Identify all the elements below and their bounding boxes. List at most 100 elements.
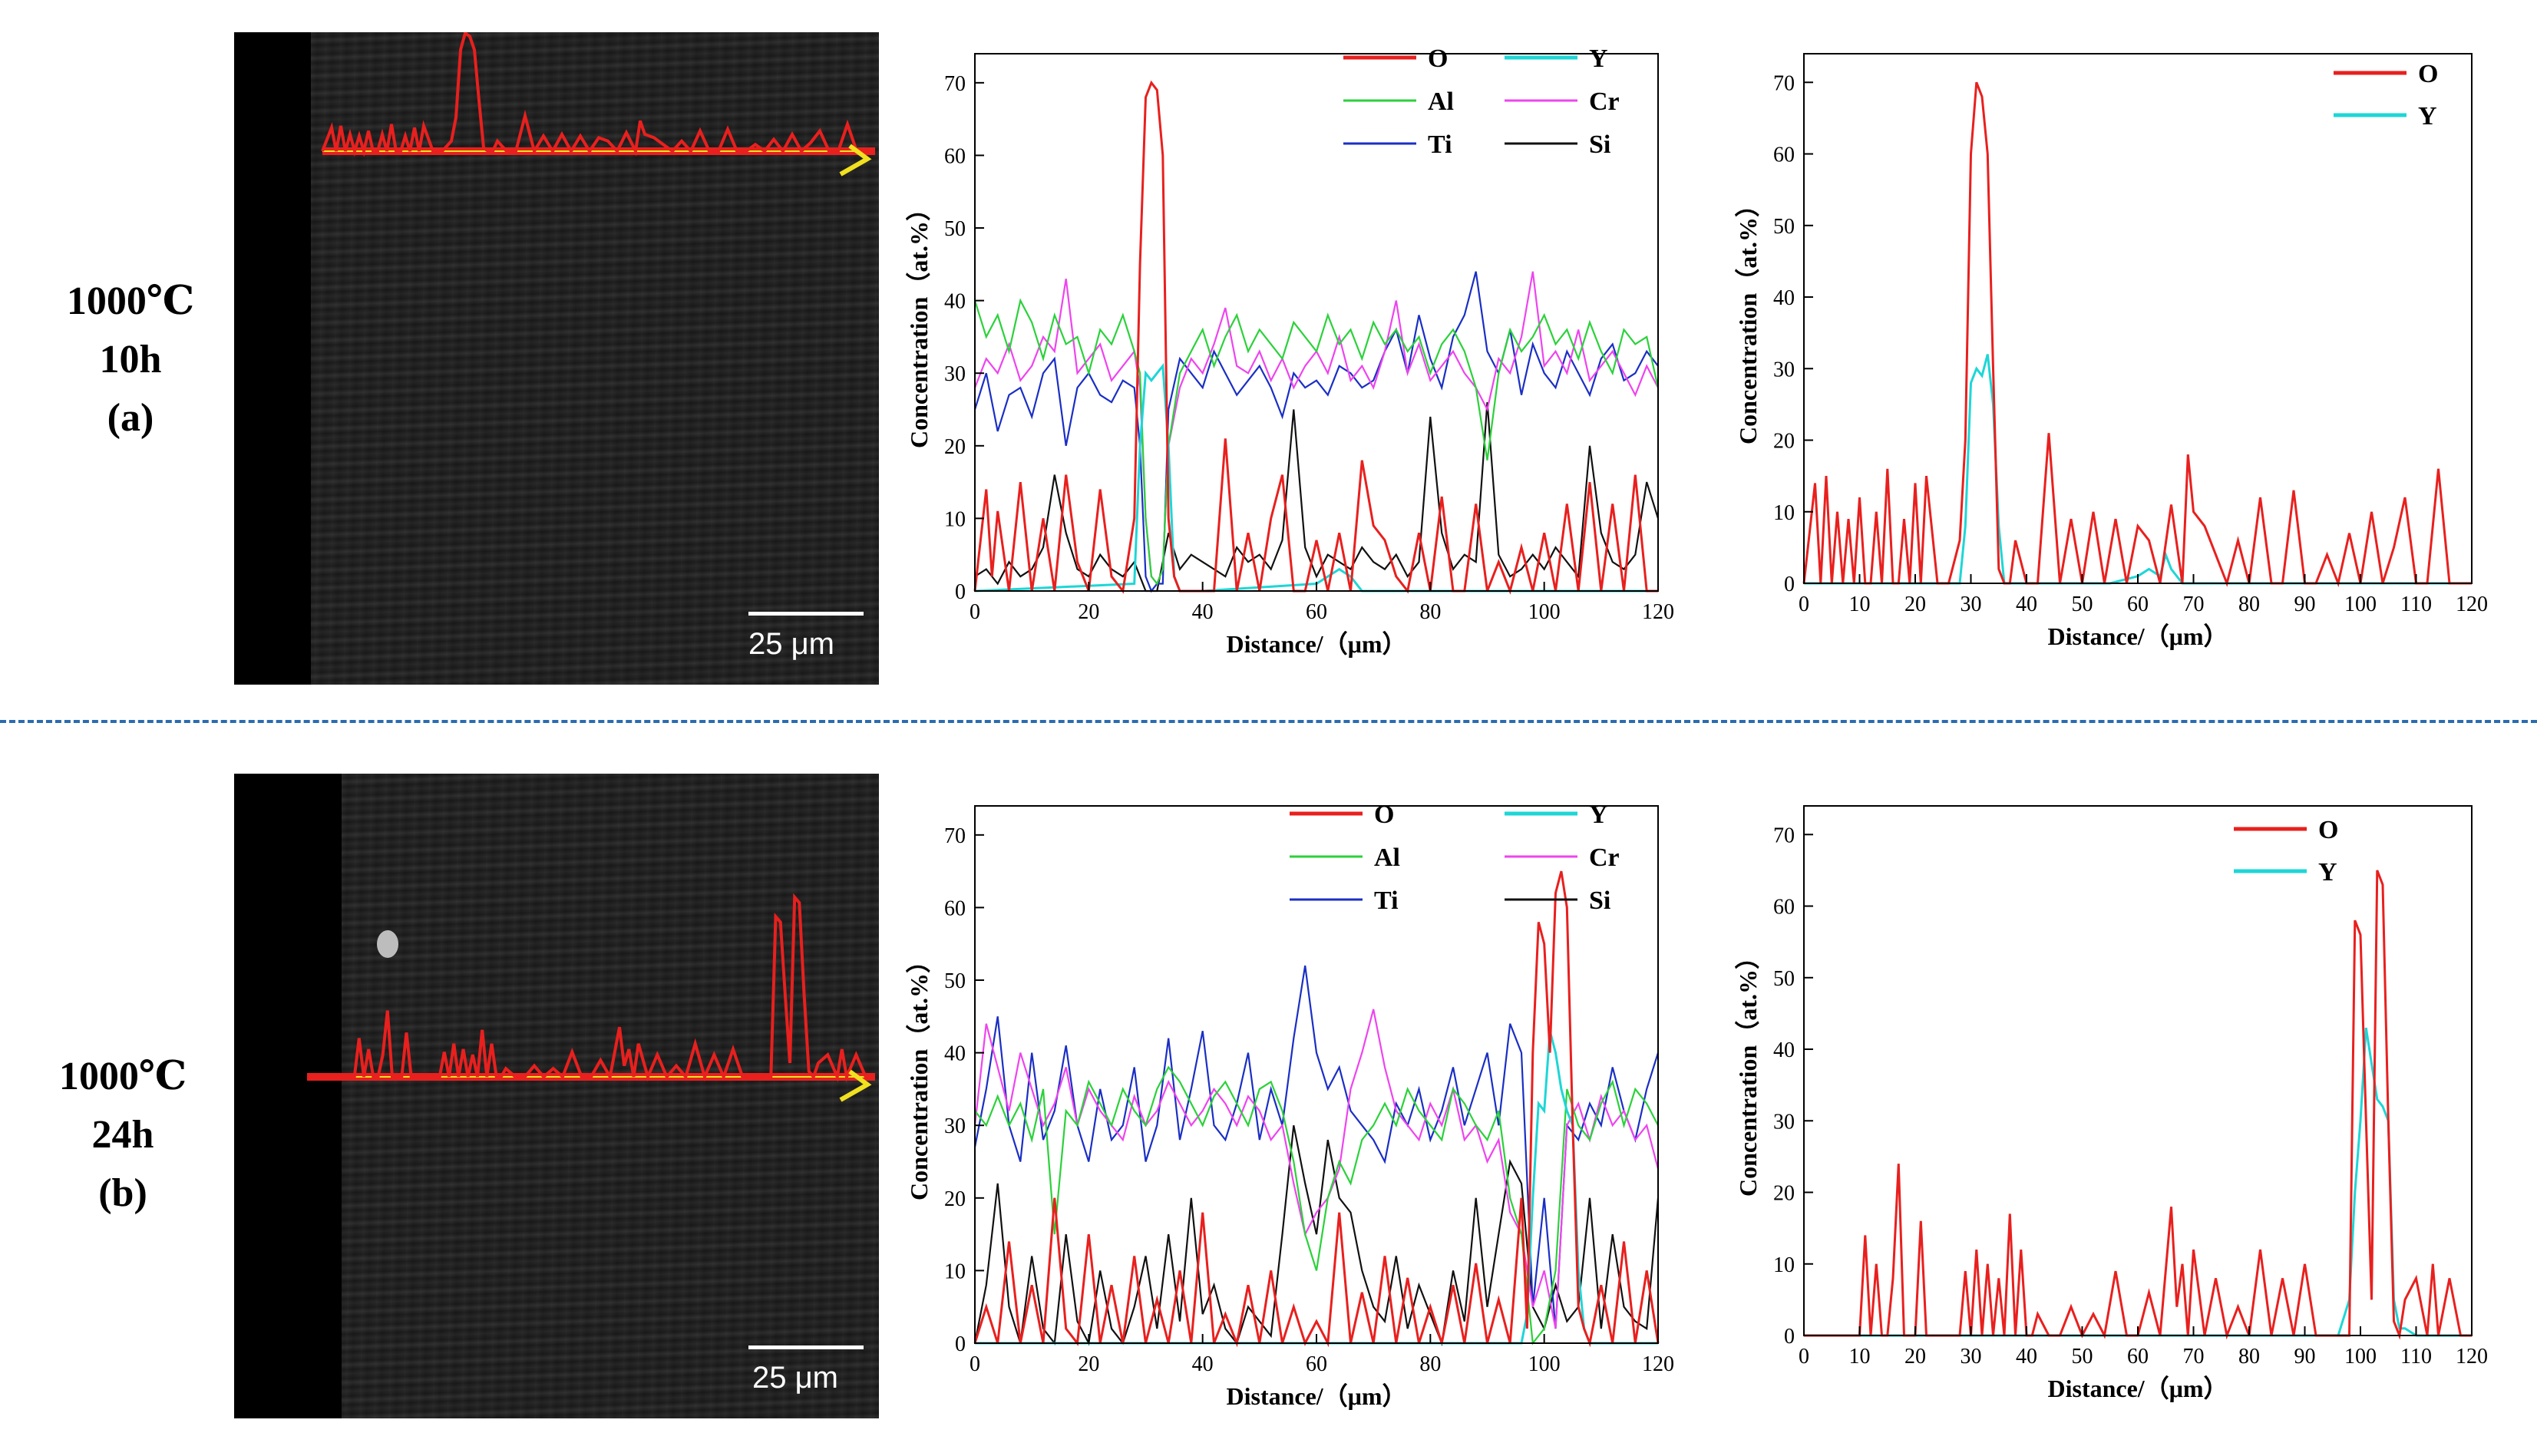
micrograph-a: 25 μm [234,32,879,685]
x-tick-label: 0 [1799,593,1809,616]
chart-a-all-elements: 0 20 40 60 80 100 120 0 10 20 30 40 50 60 70 Distance/（… [905,45,1674,658]
series-line-al [973,298,1660,586]
x-tick-label: 110 [2400,1345,2432,1369]
x-axis-label: Distance/（μm） [1226,630,1406,658]
sample-edge [234,774,349,1418]
x-tick-label: 20 [1078,1352,1099,1376]
x-axis-label: Distance/（μm） [2047,622,2228,650]
x-tick-label: 40 [2016,1345,2037,1369]
legend-label-si: Si [1589,130,1610,159]
series-line-o [1802,81,2472,588]
x-tick-label: 60 [1306,600,1327,624]
plot-frame [1803,53,2473,584]
x-tick-label: 80 [2238,593,2260,616]
x-tick-label: 60 [2127,1345,2149,1369]
legend-label-y: Y [1589,801,1608,829]
x-tick-label: 20 [1904,1345,1926,1369]
x-tick-label: 90 [2294,1345,2316,1369]
panel-tag-a: (a) [107,396,154,440]
y-tick-label: 60 [944,144,966,168]
y-axis-label: Concentration（at.%） [1734,945,1762,1197]
x-tick-label: 0 [1799,1345,1809,1369]
y-tick-label: 50 [1773,967,1795,991]
y-tick-label: 60 [1773,144,1795,167]
linescan-o-profile [321,32,875,157]
x-tick-label: 110 [2400,593,2432,616]
x-axis-label: Distance/（μm） [2047,1375,2228,1402]
y-tick-label: 50 [944,969,966,993]
x-axis-label: Distance/（μm） [1226,1382,1406,1410]
legend-label-o: O [2318,816,2338,844]
series-line-y [1804,354,2472,585]
y-tick-label: 20 [944,1187,966,1211]
series-line-o [973,80,1658,595]
series-line-ti [973,965,1660,1329]
legend-label-o: O [1428,45,1448,73]
y-axis-label: Concentration（at.%） [905,949,933,1200]
legend-label-ti: Ti [1428,130,1452,159]
y-tick-label: 10 [944,1260,966,1283]
y-tick-label: 40 [1773,286,1795,310]
row-label-a: 1000℃ 10h (a) [38,272,223,447]
x-tick-label: 100 [1528,1352,1561,1376]
x-tick-label: 0 [970,600,980,624]
x-tick-label: 120 [1642,600,1674,624]
micrograph-texture [342,774,879,1418]
x-tick-label: 50 [2072,1345,2093,1369]
y-tick-label: 40 [944,1042,966,1066]
x-tick-label: 70 [2183,1345,2205,1369]
scale-label-b: 25 μm [752,1361,838,1395]
temperature-label-a: 1000℃ [66,279,195,323]
x-tick-label: 120 [2456,1345,2488,1369]
row-divider [0,720,2537,723]
y-tick-label: 30 [944,362,966,386]
x-tick-label: 80 [1419,600,1441,624]
series-line-al [974,1065,1659,1345]
series-line-o [1804,870,2472,1340]
scale-bar [748,1345,864,1349]
series-line-cr [973,271,1659,586]
y-axis-label: Concentration（at.%） [1734,193,1762,444]
series-line-cr [973,1009,1660,1329]
temperature-label-b: 1000℃ [58,1055,187,1098]
scan-arrow-icon [839,144,872,177]
x-tick-label: 0 [970,1352,980,1376]
y-tick-label: 70 [944,824,966,848]
y-tick-label: 30 [1773,358,1795,381]
legend-label-al: Al [1374,844,1400,872]
y-tick-label: 0 [1784,573,1795,596]
y-tick-label: 10 [944,507,966,531]
x-tick-label: 120 [1642,1352,1674,1376]
row-label-b: 1000℃ 24h (b) [31,1048,215,1223]
y-tick-label: 50 [1773,215,1795,239]
y-tick-label: 0 [955,580,966,604]
x-tick-label: 80 [2238,1345,2260,1369]
linescan-overlay-b [307,893,875,1102]
y-tick-label: 70 [944,72,966,96]
y-tick-label: 20 [944,435,966,459]
x-tick-label: 10 [1849,1345,1871,1369]
x-tick-label: 70 [2183,593,2205,616]
y-tick-label: 0 [1784,1325,1795,1349]
legend-label-cr: Cr [1589,844,1620,872]
x-tick-label: 60 [1306,1352,1327,1376]
x-tick-label: 80 [1419,1352,1441,1376]
series-line-si [974,402,1660,593]
chart-b-all-elements: 0 20 40 60 80 100 120 0 10 20 30 40 50 60 70 Distance/（… [905,801,1674,1410]
y-tick-label: 30 [1773,1110,1795,1134]
x-tick-label: 100 [1528,600,1561,624]
x-tick-label: 30 [1961,1345,1982,1369]
scan-arrow-icon [839,1069,872,1102]
series-line-y [975,1030,1658,1345]
x-tick-label: 40 [1192,1352,1214,1376]
y-tick-label: 0 [955,1332,966,1356]
x-tick-label: 20 [1904,593,1926,616]
legend-label-y: Y [2318,858,2337,886]
x-tick-label: 60 [2127,593,2149,616]
linescan-o-profile [307,893,875,1083]
y-tick-label: 30 [944,1114,966,1138]
panel-tag-b: (b) [98,1171,147,1215]
y-tick-label: 10 [1773,501,1795,525]
plot-frame [974,53,1659,592]
x-tick-label: 20 [1078,600,1099,624]
